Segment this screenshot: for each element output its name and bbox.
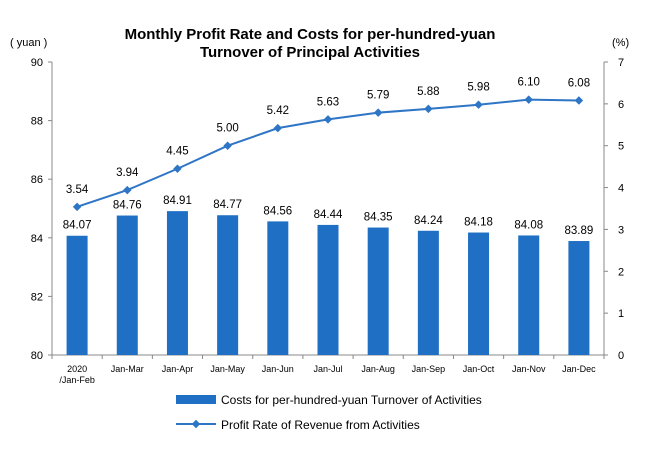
x-tick-label: Jan-Dec xyxy=(562,364,596,374)
cost-bar-label: 84.07 xyxy=(63,220,92,232)
profit-rate-label: 5.42 xyxy=(267,105,289,117)
chart-title-line-2: Turnover of Principal Activities xyxy=(200,44,420,61)
left-tick-label: 86 xyxy=(31,174,43,186)
profit-rate-point xyxy=(373,108,383,117)
cost-bar xyxy=(166,211,188,355)
profit-rate-point xyxy=(424,104,433,114)
profit-rate-label: 5.88 xyxy=(417,86,439,98)
profit-rate-point xyxy=(574,96,584,105)
cost-bar-label: 83.89 xyxy=(565,225,594,237)
cost-bar-label: 84.24 xyxy=(414,215,443,227)
cost-bar xyxy=(217,215,239,355)
cost-bar-label: 84.77 xyxy=(213,199,242,211)
cost-bar xyxy=(568,241,590,355)
right-tick-label: 5 xyxy=(618,141,624,153)
x-tick-label: 2020 xyxy=(67,364,87,374)
profit-rate-label: 5.98 xyxy=(467,82,489,94)
cost-bar xyxy=(116,215,138,355)
profit-rate-label: 5.79 xyxy=(367,90,389,102)
x-tick-label: Jan-Apr xyxy=(162,364,194,374)
cost-bar xyxy=(267,221,289,355)
left-tick-label: 84 xyxy=(31,233,43,245)
x-tick-label: Jan-Oct xyxy=(463,364,495,374)
x-tick-label: Jan-Aug xyxy=(361,364,395,374)
profit-rate-label: 6.10 xyxy=(518,77,540,89)
profit-rate-label: 6.08 xyxy=(568,78,590,90)
profit-rate-label: 5.00 xyxy=(216,123,238,135)
left-tick-label: 82 xyxy=(31,291,43,303)
profit-rate-label: 4.45 xyxy=(166,146,188,158)
right-tick-label: 3 xyxy=(618,224,624,236)
cost-bar-label: 84.08 xyxy=(514,219,543,231)
profit-rate-point xyxy=(72,202,82,212)
right-axis-unit: (%) xyxy=(612,37,629,49)
x-tick-label: Jan-Nov xyxy=(512,364,546,374)
cost-bar-label: 84.76 xyxy=(113,200,142,212)
profit-rate-point xyxy=(273,123,283,133)
right-tick-label: 7 xyxy=(618,57,624,69)
cost-bar xyxy=(66,235,88,355)
profit-rate-label: 5.63 xyxy=(317,96,339,108)
chart-title-line-1: Monthly Profit Rate and Costs for per-hu… xyxy=(125,26,496,43)
x-tick-label: Jan-May xyxy=(210,364,245,374)
legend: Costs for per-hundred-yuan Turnover of A… xyxy=(176,393,482,432)
legend-label-profit: Profit Rate of Revenue from Activities xyxy=(221,418,420,432)
cost-bar xyxy=(518,235,540,355)
x-tick-label: Jan-Sep xyxy=(412,364,446,374)
x-tick-label: /Jan-Feb xyxy=(59,375,95,385)
x-tick-label: Jan-Mar xyxy=(111,364,144,374)
left-tick-label: 88 xyxy=(31,116,43,128)
right-tick-label: 6 xyxy=(618,99,624,111)
profit-rate-point xyxy=(323,115,333,124)
cost-bar-label: 84.18 xyxy=(464,217,493,229)
right-tick-label: 0 xyxy=(618,350,624,362)
profit-rate-label: 3.54 xyxy=(66,184,89,196)
profit-rate-point xyxy=(524,95,533,104)
legend-swatch-profit-marker xyxy=(191,419,201,429)
profit-rate-point xyxy=(223,141,232,150)
plot-area: 80 82 84 86 88 90 0 1 2 3 4 5 6 7 2020/Jan-Feb Jan-Mar J… xyxy=(31,57,624,385)
profit-rate-point xyxy=(173,164,182,173)
cost-bar-label: 84.44 xyxy=(314,209,343,221)
cost-bar-label: 84.56 xyxy=(263,205,292,217)
legend-label-costs: Costs for per-hundred-yuan Turnover of A… xyxy=(221,393,482,407)
cost-bar-label: 84.91 xyxy=(163,195,192,207)
left-tick-label: 80 xyxy=(31,350,43,362)
legend-swatch-costs xyxy=(176,395,216,404)
cost-bar-label: 84.35 xyxy=(364,212,393,224)
x-tick-label: Jan-Jul xyxy=(313,364,342,374)
cost-bar xyxy=(417,230,439,355)
x-tick-label: Jan-Jun xyxy=(262,364,294,374)
right-tick-label: 2 xyxy=(618,266,624,278)
left-tick-label: 90 xyxy=(31,57,43,69)
cost-bar xyxy=(367,227,389,355)
profit-rate-label: 3.94 xyxy=(116,167,139,179)
left-axis-unit: ( yuan ) xyxy=(10,37,47,49)
right-tick-label: 4 xyxy=(618,183,624,195)
cost-bar xyxy=(468,232,490,355)
profit-rate-point xyxy=(474,100,483,109)
profit-rate-point xyxy=(123,185,132,195)
right-tick-label: 1 xyxy=(618,308,624,320)
cost-bar xyxy=(317,224,339,355)
